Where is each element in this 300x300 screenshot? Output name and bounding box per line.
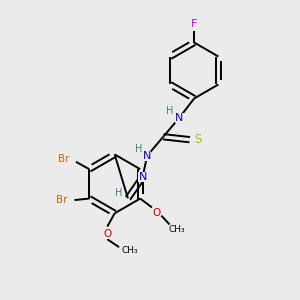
Text: N: N (175, 112, 184, 123)
Text: N: N (139, 172, 147, 182)
Text: O: O (152, 208, 160, 218)
Text: O: O (103, 229, 111, 239)
Text: F: F (191, 19, 197, 29)
Text: CH₃: CH₃ (122, 247, 138, 256)
Text: CH₃: CH₃ (169, 225, 185, 234)
Text: Br: Br (58, 154, 69, 164)
Text: H: H (115, 188, 122, 198)
Text: S: S (194, 133, 202, 146)
Text: N: N (143, 151, 151, 161)
Text: H: H (166, 106, 174, 116)
Text: H: H (134, 144, 142, 154)
Text: Br: Br (56, 195, 68, 205)
